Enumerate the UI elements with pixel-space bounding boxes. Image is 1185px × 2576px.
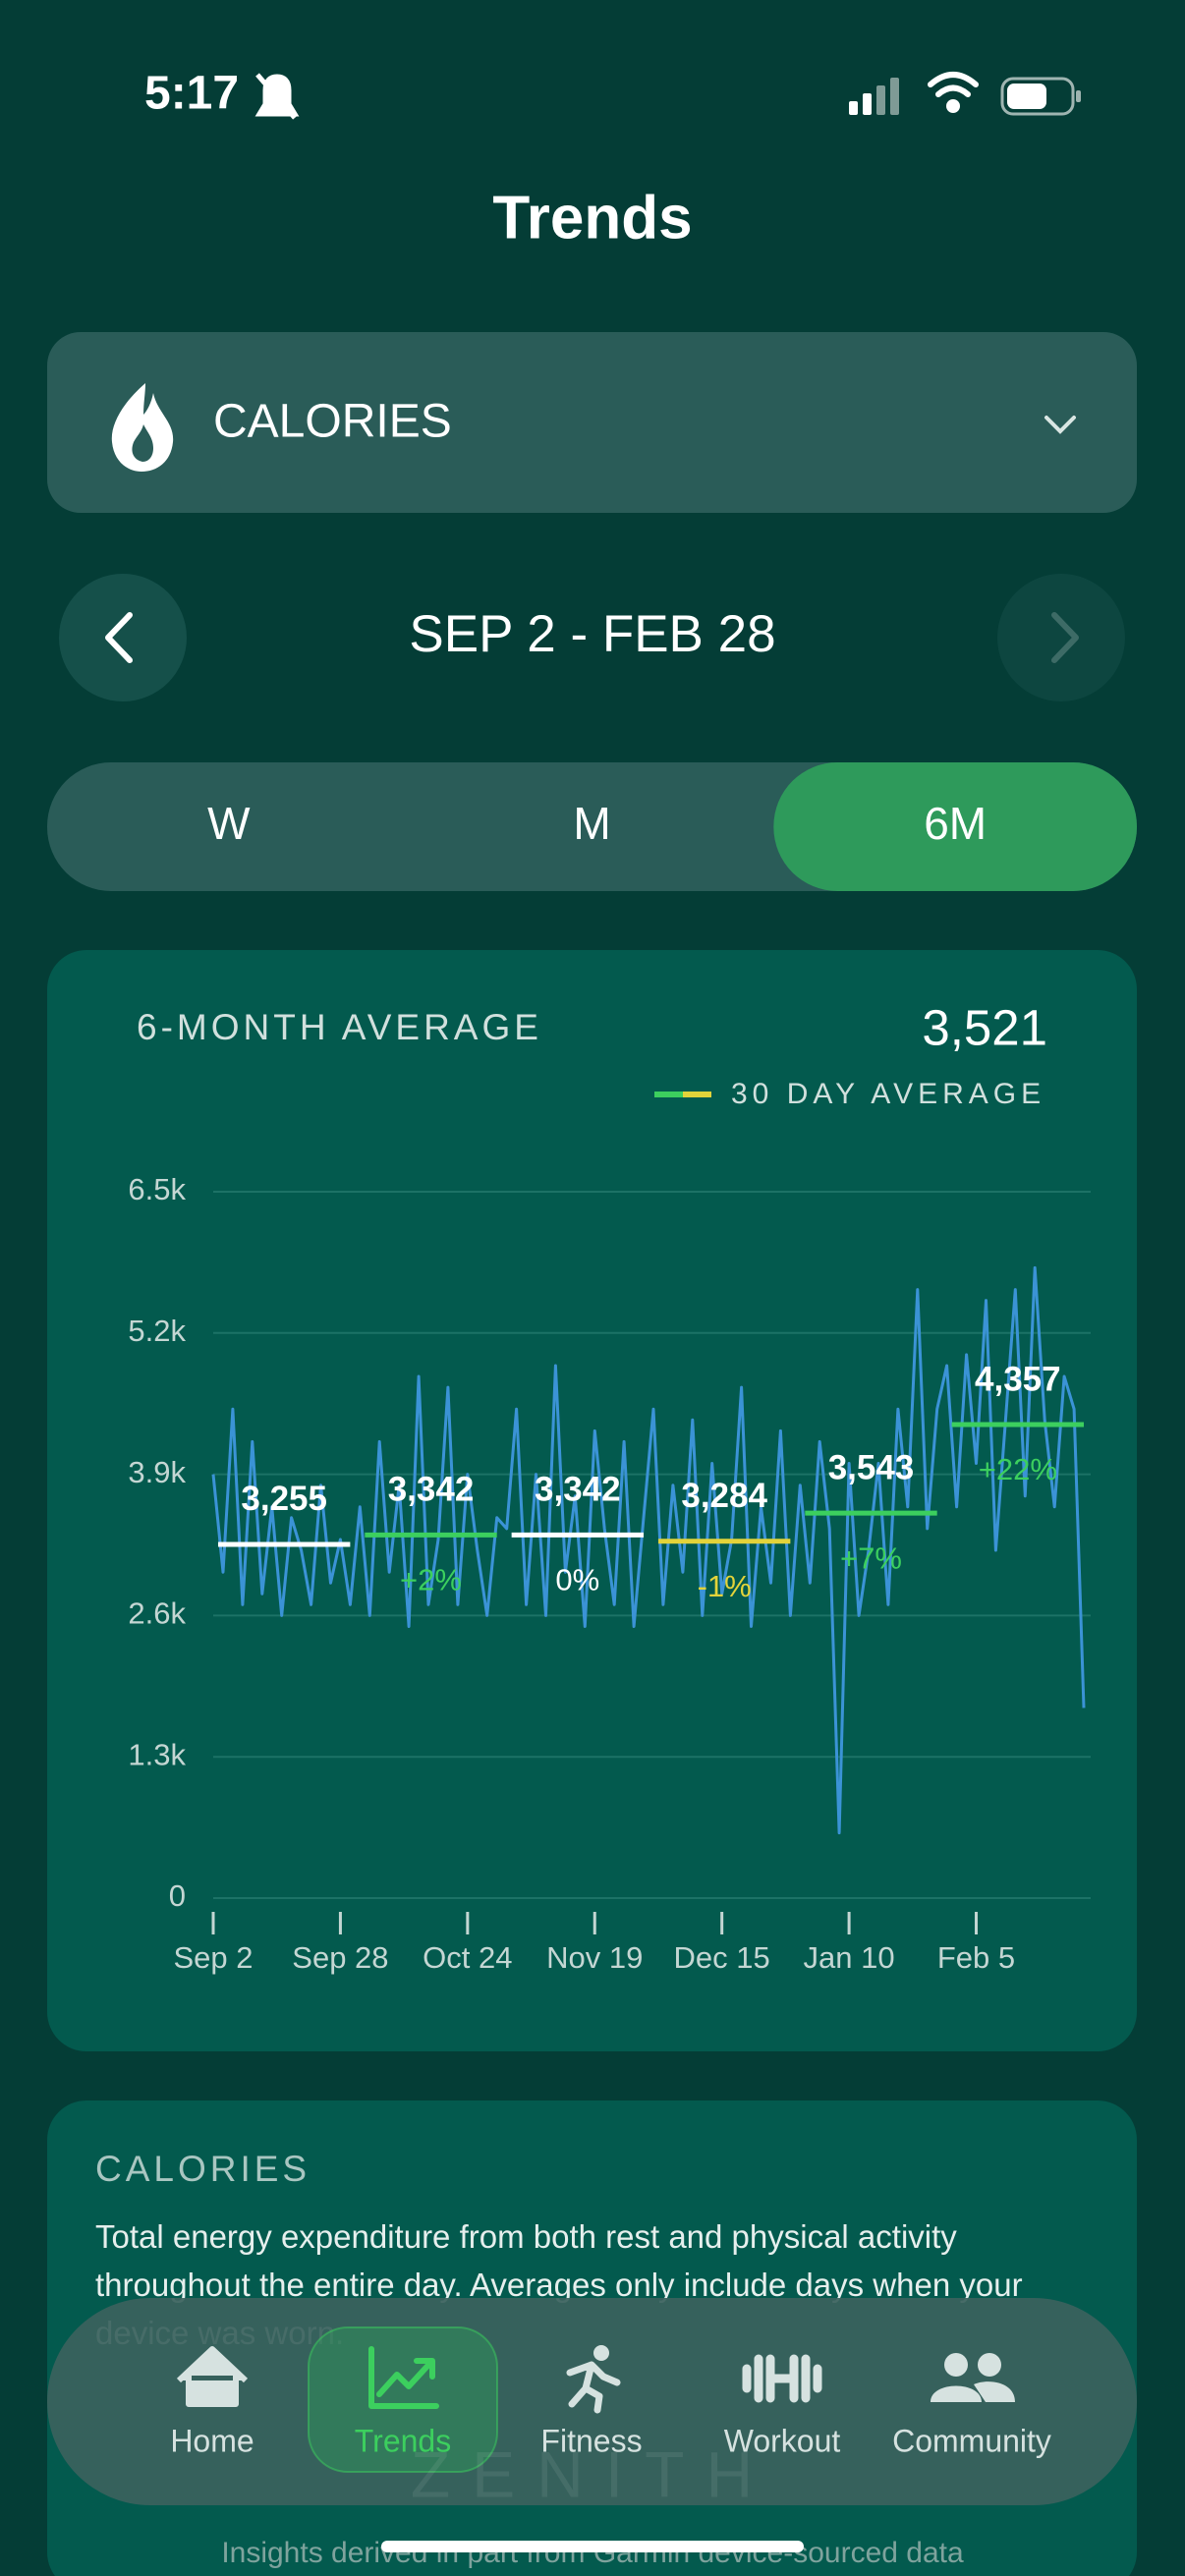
info-title: CALORIES	[95, 2149, 310, 2189]
next-button-bg[interactable]	[997, 574, 1125, 701]
period-tab-active[interactable]	[773, 762, 1137, 891]
flame-icon	[111, 383, 174, 472]
average-label: 3,342	[535, 1471, 621, 1509]
previous-chevron[interactable]	[105, 612, 133, 663]
community-icon	[931, 2381, 1015, 2402]
x-tick-label: Sep 2	[173, 1940, 253, 1975]
mute-icon	[254, 73, 300, 120]
tab-label[interactable]: Trends	[355, 2423, 451, 2458]
battery-icon	[1000, 77, 1081, 116]
fitness-icon	[566, 2361, 621, 2414]
tab-label[interactable]: Workout	[724, 2423, 841, 2458]
legend-label: 30 DAY AVERAGE	[731, 1078, 1045, 1110]
next-chevron[interactable]	[1051, 612, 1079, 663]
community-icon-head	[944, 2353, 968, 2377]
flame-icon-inner	[132, 424, 153, 462]
change-label: -1%	[698, 1569, 752, 1603]
daily-line	[211, 1265, 1086, 1835]
change-label: 0%	[555, 1563, 599, 1597]
tab-icon[interactable]	[368, 2346, 439, 2409]
average-label: 3,342	[388, 1471, 475, 1509]
metric-label[interactable]: CALORIES	[213, 396, 452, 448]
wifi-icon	[928, 72, 979, 113]
tab-icon[interactable]	[742, 2354, 822, 2403]
tab-icon[interactable]	[931, 2353, 1015, 2402]
fitness-icon-head	[593, 2345, 609, 2361]
workout-icon	[742, 2354, 822, 2403]
previous-button[interactable]	[59, 574, 187, 701]
brand-watermark: ZENITH	[411, 2437, 774, 2510]
x-tick-label: Nov 19	[546, 1940, 643, 1975]
page-title: Trends	[492, 184, 692, 252]
x-tick-label: Jan 10	[804, 1940, 895, 1975]
home-indicator	[381, 2541, 804, 2552]
summary-value: 3,521	[922, 999, 1047, 1055]
community-icon-head	[978, 2353, 1001, 2377]
tab-active-bg[interactable]	[308, 2326, 498, 2473]
period-tab-group: W M 6M	[207, 762, 1137, 891]
next-button[interactable]	[997, 574, 1125, 701]
y-tick-label: 2.6k	[128, 1596, 186, 1631]
tab-items: Home Trends Fitness Workout Community	[170, 2326, 1051, 2473]
x-tick-label: Oct 24	[423, 1940, 512, 1975]
plot: 0 1.3k 2.6k 3.9k 5.2k 6.5k Sep 2 Sep 28 Oct 24 No…	[128, 1172, 1091, 1975]
tab-label[interactable]: Home	[170, 2423, 254, 2458]
change-label: +7%	[840, 1540, 902, 1575]
date-range: SEP 2 - FEB 28	[409, 605, 775, 663]
tab-icon[interactable]	[566, 2345, 621, 2414]
y-tick-label: 1.3k	[128, 1737, 186, 1771]
dropdown-card[interactable]	[47, 332, 1137, 513]
chart-title: 6-MONTH AVERAGE	[137, 1007, 542, 1047]
tab-bar	[47, 2298, 1137, 2505]
period-tab[interactable]: W	[207, 798, 251, 849]
tab-icon[interactable]	[176, 2346, 249, 2407]
change-label: +22%	[979, 1452, 1057, 1486]
average-label: 4,357	[975, 1360, 1061, 1398]
average-label: 3,284	[681, 1477, 767, 1515]
tab-label[interactable]: Fitness	[540, 2423, 642, 2458]
y-tick-label: 6.5k	[128, 1172, 186, 1206]
average-label: 3,543	[828, 1448, 915, 1486]
average-label: 3,255	[241, 1480, 327, 1518]
x-tick-label: Sep 28	[292, 1940, 388, 1975]
dropdown-chevron[interactable]	[1044, 416, 1076, 434]
y-tick-label: 3.9k	[128, 1455, 186, 1489]
home-icon	[176, 2346, 249, 2407]
y-tick-label: 0	[169, 1878, 186, 1913]
metric-dropdown[interactable]: CALORIES	[47, 332, 1137, 513]
period-tab[interactable]: M	[573, 798, 610, 849]
change-label: +2%	[400, 1563, 462, 1597]
period-tab[interactable]: 6M	[924, 798, 987, 849]
y-tick-label: 5.2k	[128, 1314, 186, 1348]
tab-label[interactable]: Community	[892, 2423, 1051, 2458]
previous-button-bg[interactable]	[59, 574, 187, 701]
status-time: 5:17	[144, 68, 239, 120]
x-tick-label: Dec 15	[674, 1940, 770, 1975]
x-tick-label: Feb 5	[937, 1940, 1015, 1975]
trends-icon	[368, 2346, 439, 2409]
signal-icon	[849, 78, 899, 115]
